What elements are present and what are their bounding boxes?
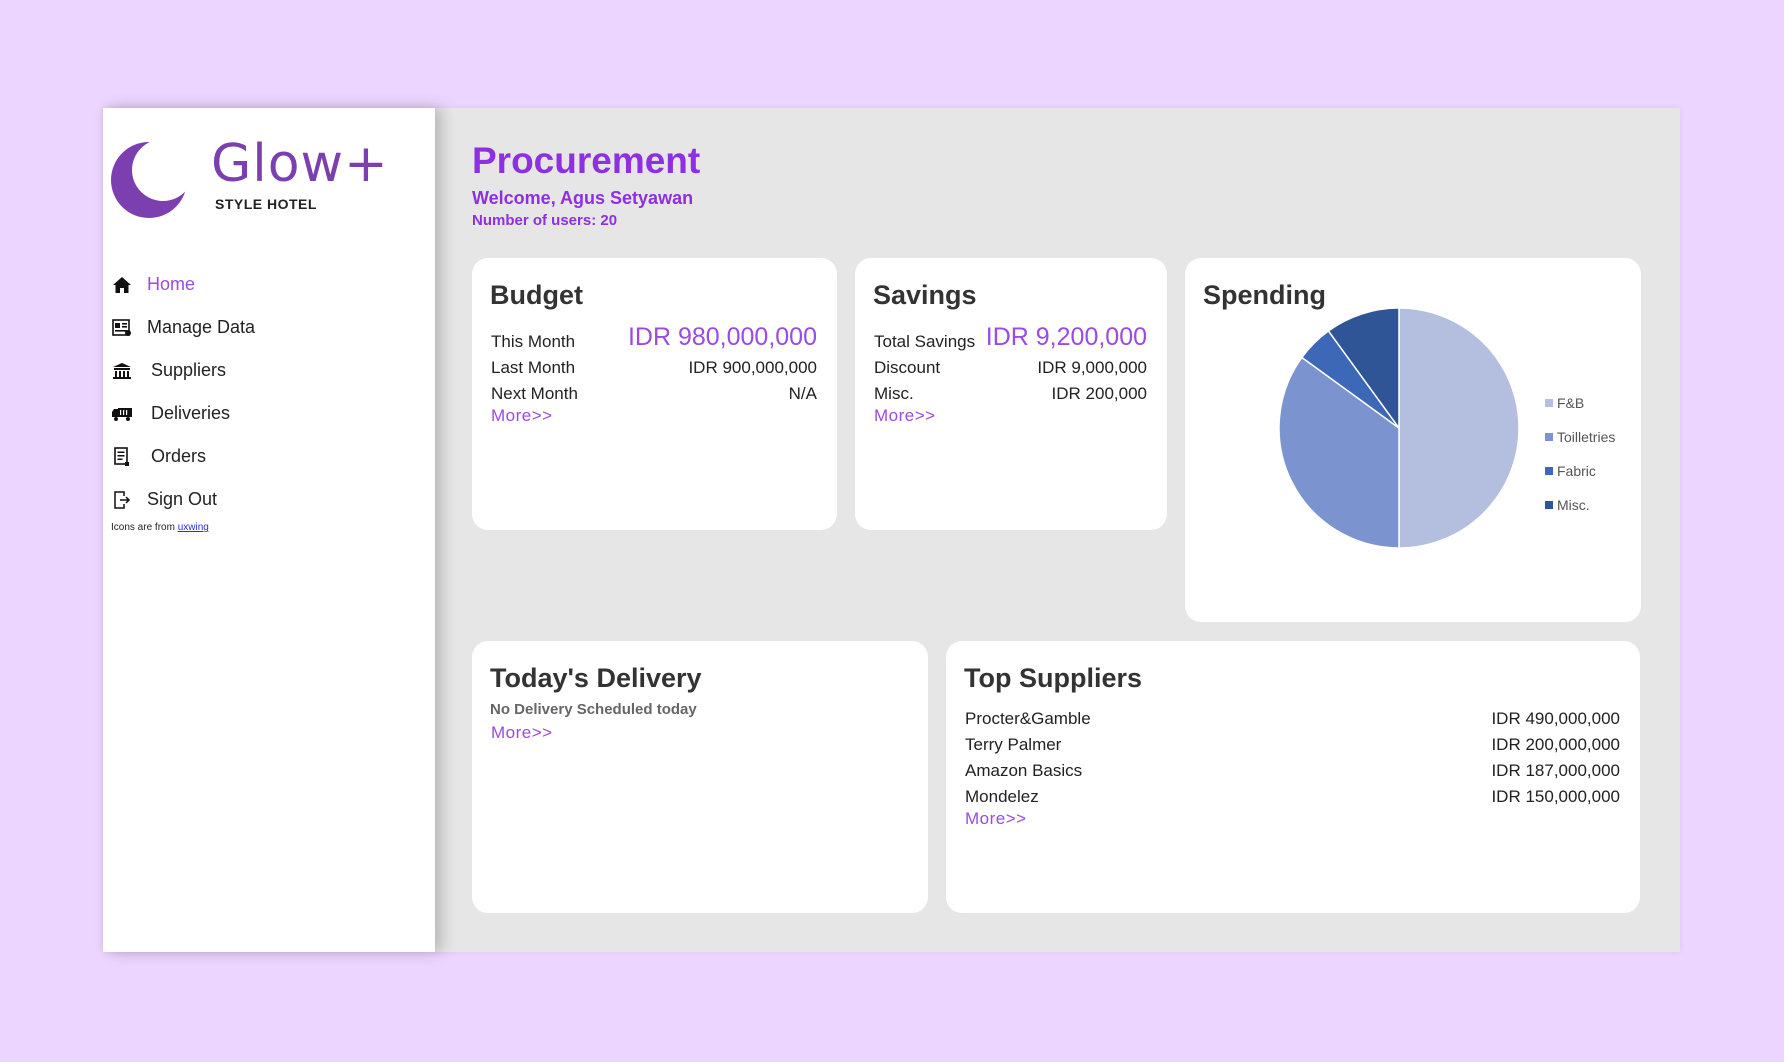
suppliers-more-link[interactable]: More>> bbox=[965, 809, 1027, 828]
row-value: IDR 9,200,000 bbox=[985, 323, 1147, 351]
manage-data-icon bbox=[111, 317, 133, 339]
row-value: IDR 200,000 bbox=[1051, 384, 1147, 403]
icon-credit: Icons are from uxwing bbox=[111, 522, 209, 533]
delivery-more-link[interactable]: More>> bbox=[491, 723, 553, 742]
supplier-name: Terry Palmer bbox=[965, 735, 1062, 754]
legend-swatch bbox=[1545, 399, 1553, 407]
legend-item: Toilletries bbox=[1545, 420, 1615, 454]
supplier-value: IDR 150,000,000 bbox=[1491, 787, 1620, 806]
budget-card: Budget This Month IDR 980,000,000 Last M… bbox=[472, 258, 837, 530]
savings-card: Savings Total Savings IDR 9,200,000 Disc… bbox=[855, 258, 1167, 530]
app-window: Glow+ STYLE HOTEL Home Manage Data Su bbox=[103, 108, 1680, 952]
sidebar-item-label: Home bbox=[147, 274, 196, 294]
row-value: IDR 9,000,000 bbox=[1037, 358, 1147, 377]
brand-subtitle: STYLE HOTEL bbox=[215, 196, 317, 212]
budget-this-month-row: This Month IDR 980,000,000 bbox=[491, 320, 817, 352]
supplier-row: Procter&Gamble IDR 490,000,000 bbox=[965, 703, 1620, 729]
savings-misc-row: Misc. IDR 200,000 bbox=[874, 378, 1147, 404]
row-value: N/A bbox=[788, 384, 817, 403]
legend-label: F&B bbox=[1557, 395, 1585, 411]
sidebar-item-deliveries[interactable]: Deliveries bbox=[111, 392, 255, 435]
delivery-card: Today's Delivery No Delivery Scheduled t… bbox=[472, 641, 928, 913]
savings-discount-row: Discount IDR 9,000,000 bbox=[874, 352, 1147, 378]
savings-total-row: Total Savings IDR 9,200,000 bbox=[874, 320, 1147, 352]
spending-pie-chart bbox=[1278, 307, 1520, 549]
supplier-name: Amazon Basics bbox=[965, 761, 1083, 780]
welcome-text: Welcome, Agus Setyawan bbox=[472, 188, 694, 208]
card-title: Savings bbox=[873, 280, 977, 310]
row-label: Next Month bbox=[491, 384, 578, 403]
sidebar-nav: Home Manage Data Suppliers Deliveries bbox=[111, 263, 255, 521]
row-value: IDR 980,000,000 bbox=[627, 323, 817, 351]
orders-icon bbox=[111, 446, 133, 468]
top-suppliers-card: Top Suppliers Procter&Gamble IDR 490,000… bbox=[946, 641, 1640, 913]
legend-swatch bbox=[1545, 433, 1553, 441]
brand-logo[interactable]: Glow+ STYLE HOTEL bbox=[111, 138, 411, 228]
pie-slice-toilletries bbox=[1278, 356, 1400, 549]
supplier-row: Terry Palmer IDR 200,000,000 bbox=[965, 729, 1620, 755]
sidebar-item-label: Suppliers bbox=[151, 360, 227, 380]
sidebar-item-label: Deliveries bbox=[151, 403, 231, 423]
legend-item: Misc. bbox=[1545, 488, 1615, 522]
supplier-row: Amazon Basics IDR 187,000,000 bbox=[965, 755, 1620, 781]
sidebar-item-home[interactable]: Home bbox=[111, 263, 255, 306]
legend-label: Misc. bbox=[1557, 497, 1590, 513]
supplier-name: Procter&Gamble bbox=[965, 709, 1091, 728]
legend-swatch bbox=[1545, 501, 1553, 509]
suppliers-icon bbox=[111, 360, 133, 382]
supplier-name: Mondelez bbox=[965, 787, 1039, 806]
supplier-value: IDR 187,000,000 bbox=[1491, 761, 1620, 780]
row-label: This Month bbox=[491, 332, 576, 351]
credit-link[interactable]: uxwing bbox=[177, 522, 209, 533]
card-title: Spending bbox=[1203, 280, 1326, 310]
supplier-value: IDR 490,000,000 bbox=[1491, 709, 1620, 728]
sidebar-item-suppliers[interactable]: Suppliers bbox=[111, 349, 255, 392]
spending-card: Spending F&B Toilletries Fabric Misc. bbox=[1185, 258, 1641, 622]
row-label: Misc. bbox=[874, 384, 914, 403]
sign-out-icon bbox=[111, 489, 133, 511]
pie-slice-f-b bbox=[1398, 307, 1520, 549]
moon-logo-icon bbox=[111, 142, 187, 218]
row-label: Total Savings bbox=[874, 332, 976, 351]
main-content: Procurement Welcome, Agus Setyawan Numbe… bbox=[435, 108, 1680, 952]
sidebar-item-sign-out[interactable]: Sign Out bbox=[111, 478, 255, 521]
spending-legend: F&B Toilletries Fabric Misc. bbox=[1545, 386, 1615, 522]
card-title: Today's Delivery bbox=[490, 663, 702, 693]
pie-slice-misc- bbox=[1327, 307, 1400, 431]
budget-more-link[interactable]: More>> bbox=[491, 406, 553, 425]
truck-icon bbox=[111, 403, 133, 425]
legend-label: Toilletries bbox=[1557, 429, 1616, 445]
legend-item: Fabric bbox=[1545, 454, 1615, 488]
user-count: Number of users: 20 bbox=[472, 212, 618, 229]
legend-item: F&B bbox=[1545, 386, 1615, 420]
legend-label: Fabric bbox=[1557, 463, 1596, 479]
sidebar-item-manage-data[interactable]: Manage Data bbox=[111, 306, 255, 349]
sidebar-item-orders[interactable]: Orders bbox=[111, 435, 255, 478]
supplier-value: IDR 200,000,000 bbox=[1491, 735, 1620, 754]
credit-text: Icons are from bbox=[111, 522, 178, 533]
brand-name: Glow+ bbox=[211, 134, 389, 194]
legend-swatch bbox=[1545, 467, 1553, 475]
home-icon bbox=[111, 274, 133, 296]
sidebar-item-label: Orders bbox=[151, 446, 207, 466]
page-title: Procurement bbox=[472, 140, 701, 181]
budget-next-month-row: Next Month N/A bbox=[491, 378, 817, 404]
sidebar-item-label: Manage Data bbox=[147, 317, 256, 337]
sidebar: Glow+ STYLE HOTEL Home Manage Data Su bbox=[103, 108, 435, 952]
card-title: Budget bbox=[490, 280, 583, 310]
supplier-row: Mondelez IDR 150,000,000 bbox=[965, 781, 1620, 807]
sidebar-item-label: Sign Out bbox=[147, 489, 218, 509]
row-label: Last Month bbox=[491, 358, 576, 377]
savings-more-link[interactable]: More>> bbox=[874, 406, 936, 425]
card-title: Top Suppliers bbox=[964, 663, 1143, 693]
delivery-note: No Delivery Scheduled today bbox=[490, 701, 697, 718]
row-label: Discount bbox=[874, 358, 941, 377]
row-value: IDR 900,000,000 bbox=[688, 358, 817, 377]
budget-last-month-row: Last Month IDR 900,000,000 bbox=[491, 352, 817, 378]
